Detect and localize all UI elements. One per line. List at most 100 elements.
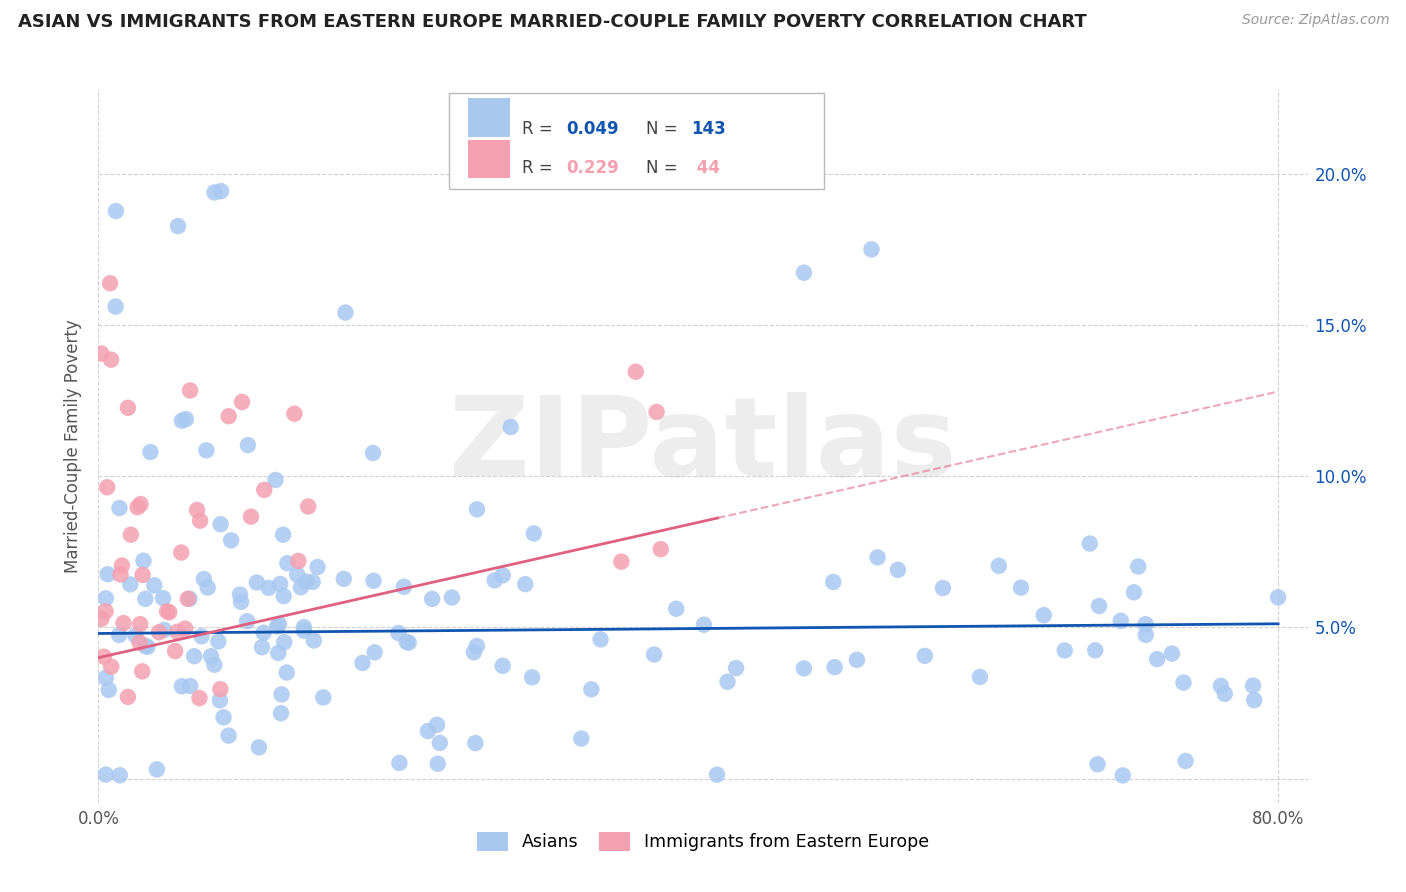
FancyBboxPatch shape — [468, 98, 509, 137]
Point — [174, 412, 197, 426]
Point — [1128, 559, 1150, 574]
Point — [645, 405, 668, 419]
Point — [426, 756, 449, 771]
Point — [269, 577, 291, 591]
Point — [1053, 643, 1076, 657]
Point — [96, 480, 118, 494]
Point — [209, 682, 232, 697]
Point — [117, 690, 139, 704]
Point — [190, 629, 212, 643]
Point — [416, 724, 439, 739]
Point — [420, 591, 443, 606]
Point — [523, 526, 546, 541]
Point — [665, 601, 688, 615]
Point — [650, 542, 672, 557]
Point — [188, 514, 211, 528]
Text: Source: ZipAtlas.com: Source: ZipAtlas.com — [1241, 13, 1389, 28]
Point — [252, 625, 274, 640]
Point — [156, 604, 179, 618]
Point — [100, 352, 122, 367]
Point — [267, 646, 290, 660]
Point — [824, 660, 846, 674]
Point — [157, 605, 180, 619]
Point — [363, 574, 385, 588]
Text: N =: N = — [647, 120, 683, 138]
Point — [152, 591, 174, 606]
Point — [186, 503, 208, 517]
Point — [276, 665, 298, 680]
Point — [129, 497, 152, 511]
Point — [247, 740, 270, 755]
Point — [716, 674, 738, 689]
Point — [283, 407, 305, 421]
Point — [292, 624, 315, 638]
Point — [581, 682, 603, 697]
Point — [1111, 768, 1133, 782]
Point — [285, 567, 308, 582]
Point — [969, 670, 991, 684]
Y-axis label: Married-Couple Family Poverty: Married-Couple Family Poverty — [65, 319, 83, 573]
Point — [200, 649, 222, 664]
Point — [236, 614, 259, 628]
Point — [464, 736, 486, 750]
Point — [108, 501, 131, 516]
Point — [179, 384, 201, 398]
Point — [1109, 614, 1132, 628]
Point — [195, 443, 218, 458]
Point — [197, 581, 219, 595]
Point — [1267, 591, 1289, 605]
Point — [148, 625, 170, 640]
Point — [129, 617, 152, 632]
Point — [111, 558, 134, 573]
Point — [395, 635, 418, 649]
Text: N =: N = — [647, 159, 683, 178]
Point — [94, 767, 117, 781]
Point — [271, 527, 294, 541]
Text: 0.229: 0.229 — [567, 159, 619, 178]
Point — [97, 567, 120, 582]
Point — [1146, 652, 1168, 666]
Point — [1135, 628, 1157, 642]
Point — [1087, 757, 1109, 772]
Point — [94, 591, 117, 606]
Point — [266, 619, 288, 633]
Point — [860, 243, 883, 257]
Point — [146, 763, 169, 777]
Point — [312, 690, 335, 705]
Point — [1088, 599, 1111, 613]
Point — [1078, 536, 1101, 550]
Point — [301, 574, 323, 589]
Point — [1161, 647, 1184, 661]
Point — [204, 186, 226, 200]
Point — [1135, 617, 1157, 632]
Point — [165, 644, 187, 658]
Point — [229, 595, 252, 609]
Point — [823, 574, 845, 589]
Point — [143, 578, 166, 592]
Point — [302, 633, 325, 648]
Point — [188, 691, 211, 706]
Point — [127, 500, 149, 515]
Point — [250, 640, 273, 655]
Point — [295, 574, 318, 589]
Point — [177, 591, 200, 606]
Point — [610, 555, 633, 569]
Text: ASIAN VS IMMIGRANTS FROM EASTERN EUROPE MARRIED-COUPLE FAMILY POVERTY CORRELATIO: ASIAN VS IMMIGRANTS FROM EASTERN EUROPE … — [18, 13, 1087, 31]
Point — [426, 718, 449, 732]
Point — [387, 626, 409, 640]
Point — [267, 617, 290, 632]
Point — [392, 580, 415, 594]
Point — [179, 591, 201, 606]
Point — [463, 645, 485, 659]
Point — [932, 581, 955, 595]
Point — [1032, 608, 1054, 623]
Point — [218, 409, 240, 424]
Point — [108, 768, 131, 782]
Point — [332, 572, 354, 586]
Point — [484, 574, 506, 588]
Point — [1084, 643, 1107, 657]
Point — [219, 533, 242, 548]
Point — [104, 204, 127, 219]
Point — [104, 300, 127, 314]
Point — [292, 620, 315, 634]
